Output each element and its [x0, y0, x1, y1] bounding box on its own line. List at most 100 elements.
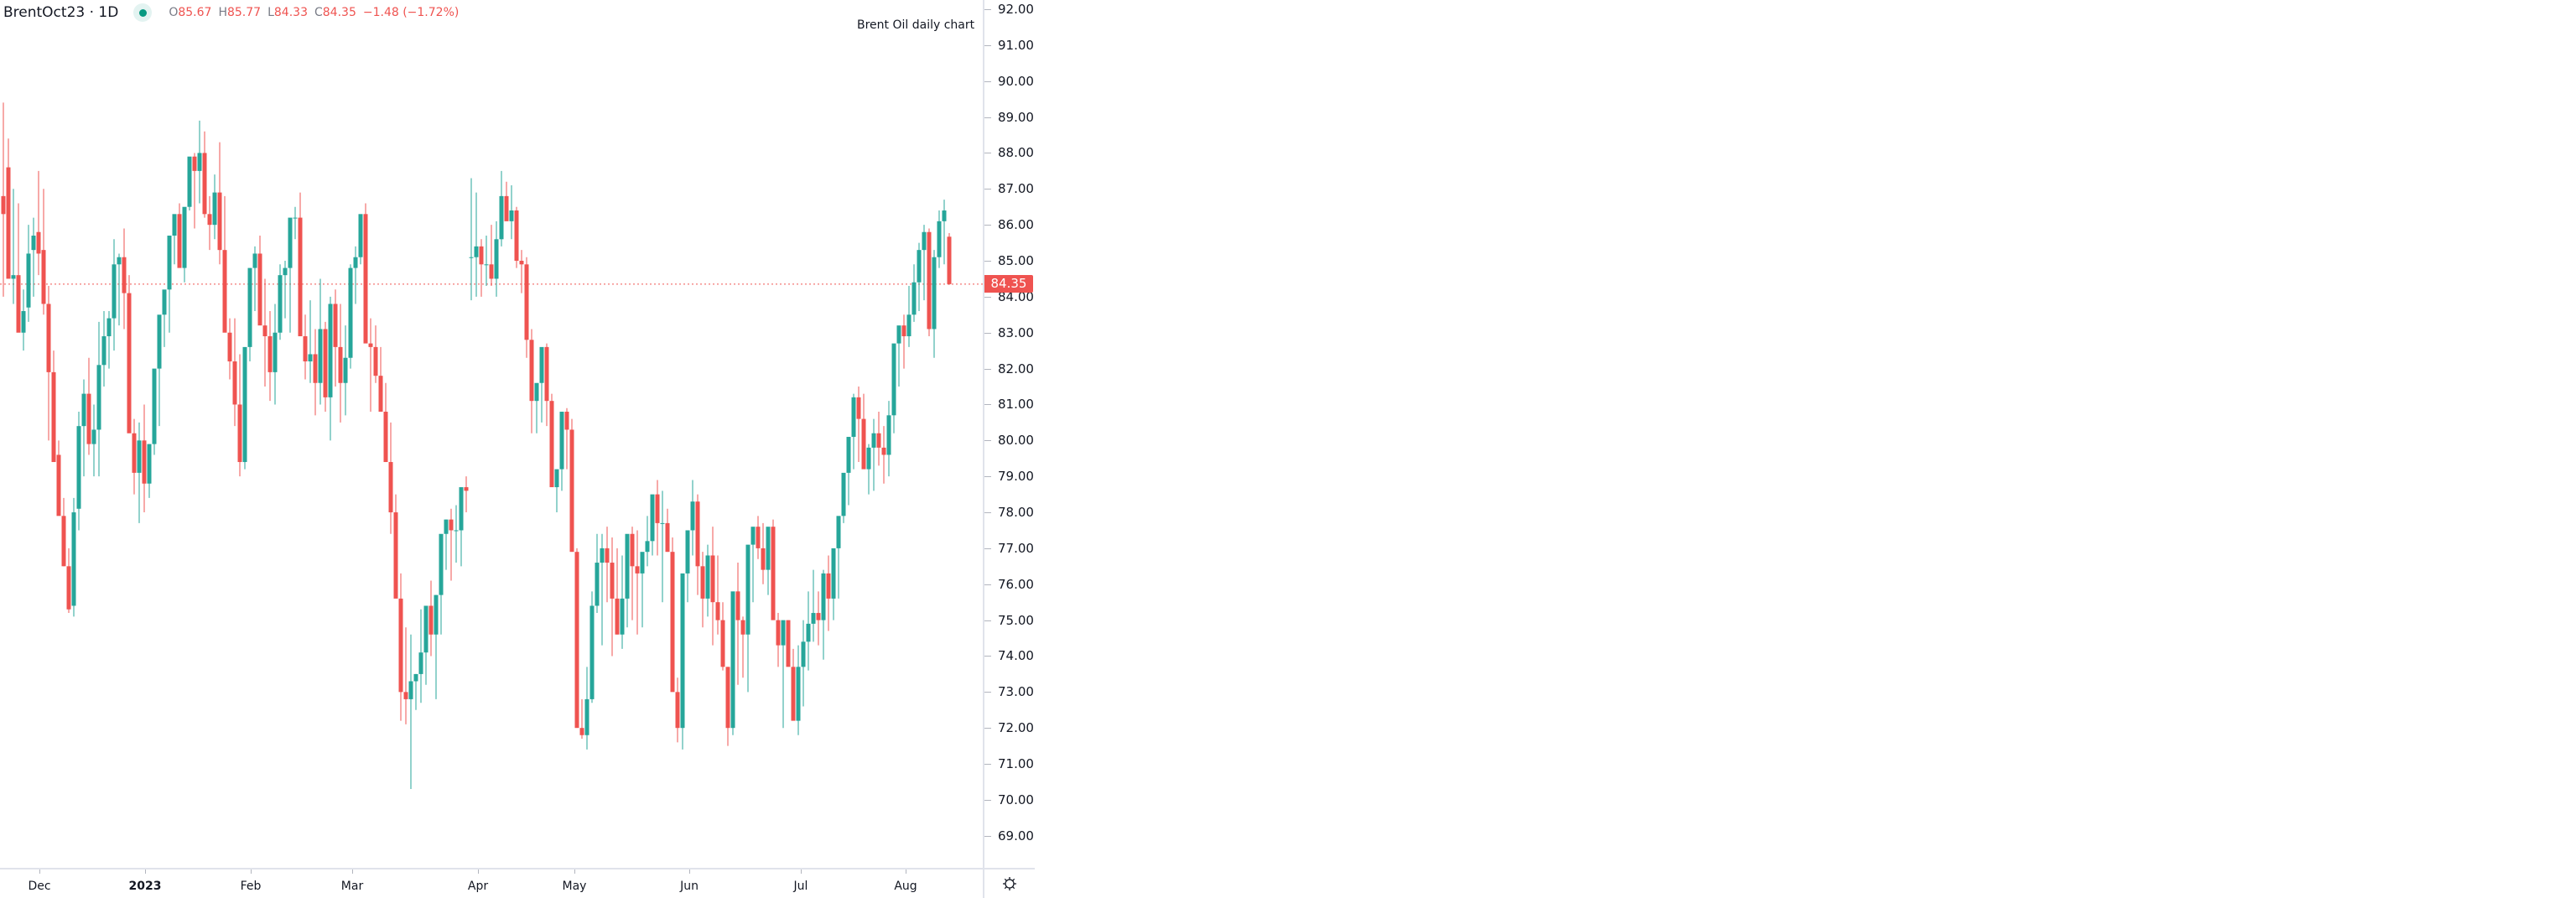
candle: [454, 505, 459, 563]
candle: [866, 444, 871, 495]
candle: [715, 555, 720, 635]
candle: [911, 264, 917, 322]
candle: [600, 533, 605, 646]
price-tick: [984, 332, 991, 334]
candlestick-series: [0, 102, 983, 790]
candle: [66, 548, 71, 614]
candle: [51, 350, 56, 463]
candle: [720, 602, 725, 671]
candle: [71, 497, 76, 617]
price-tick: [984, 476, 991, 478]
price-tick: [984, 692, 991, 693]
price-tick: [984, 512, 991, 514]
candle: [444, 519, 449, 570]
candle: [172, 214, 177, 265]
candle: [353, 246, 358, 304]
candle: [574, 548, 579, 729]
price-label: 73.00: [998, 684, 1034, 700]
ohlc-values: O85.67 H85.77 L84.33 C84.35 −1.48 (−1.72…: [169, 6, 459, 19]
candle: [937, 210, 942, 268]
candle: [660, 491, 665, 603]
candle: [625, 533, 630, 628]
candle: [373, 325, 378, 383]
price-label: 75.00: [998, 612, 1034, 628]
time-axis[interactable]: Dec 2023 Feb Mar Apr May Jun Jul Aug: [0, 868, 983, 898]
candle: [56, 440, 61, 516]
candle: [745, 544, 750, 693]
candle: [906, 286, 911, 347]
candle: [564, 407, 569, 470]
candle: [368, 318, 373, 413]
candle: [680, 573, 685, 750]
gear-icon: [1003, 877, 1016, 890]
candle: [147, 444, 152, 498]
price-tick: [984, 584, 991, 585]
close-key: C: [314, 6, 323, 19]
candle: [222, 195, 227, 333]
candle: [761, 522, 766, 584]
candle: [695, 494, 700, 595]
candle: [484, 236, 489, 287]
candle: [927, 228, 932, 337]
price-tick: [984, 799, 991, 801]
candle: [192, 153, 197, 229]
candle: [408, 634, 413, 790]
candle: [267, 311, 273, 402]
time-tick: [574, 869, 575, 874]
price-tick: [984, 296, 991, 298]
price-axis[interactable]: 92.00 91.00 90.00 89.00 88.00 87.00 86.00 85.00…: [983, 0, 1035, 868]
candle: [544, 343, 549, 427]
low-key: L: [267, 6, 274, 19]
candle: [534, 382, 539, 433]
market-status-indicator[interactable]: [133, 3, 153, 22]
price-label: 84.00: [998, 288, 1034, 304]
time-label: May: [562, 880, 587, 893]
candle: [388, 422, 393, 534]
candle: [826, 555, 831, 631]
candle: [21, 289, 26, 351]
candle: [871, 418, 876, 491]
candle: [293, 206, 298, 240]
open-key: O: [169, 6, 179, 19]
price-label: 85.00: [998, 253, 1034, 269]
candle: [142, 404, 147, 513]
candle: [61, 497, 66, 567]
candle: [932, 250, 937, 358]
candle: [152, 368, 157, 455]
candle: [554, 469, 559, 513]
price-label: 91.00: [998, 37, 1034, 53]
time-tick: [39, 869, 40, 874]
chart-settings-button[interactable]: [983, 868, 1035, 898]
candle: [801, 620, 806, 707]
candle: [313, 329, 318, 416]
price-label: 72.00: [998, 720, 1034, 736]
candle: [338, 304, 343, 423]
candle: [494, 221, 499, 297]
candle: [519, 250, 524, 293]
candle: [559, 412, 564, 491]
candle: [46, 286, 51, 441]
price-tick: [984, 620, 991, 621]
price-label: 71.00: [998, 756, 1034, 772]
candle: [26, 225, 31, 322]
candle: [398, 573, 403, 721]
symbol-interval[interactable]: BrentOct23 · 1D: [3, 4, 119, 21]
candle: [579, 698, 584, 740]
candle: [605, 527, 610, 603]
candle: [836, 516, 841, 599]
candle: [278, 264, 283, 340]
candle: [383, 382, 388, 463]
candle: [846, 437, 851, 506]
time-label: Feb: [240, 880, 262, 893]
candle: [464, 476, 469, 513]
candle: [273, 304, 278, 405]
candle: [776, 613, 781, 667]
candle: [539, 346, 544, 423]
chart-pane[interactable]: BrentOct23 · 1D O85.67 H85.77 L84.33 C84…: [0, 0, 983, 868]
candle: [212, 174, 217, 240]
candle: [730, 591, 735, 735]
price-label: 82.00: [998, 361, 1034, 376]
price-label: 77.00: [998, 540, 1034, 556]
price-tick: [984, 728, 991, 729]
candle: [117, 253, 122, 326]
